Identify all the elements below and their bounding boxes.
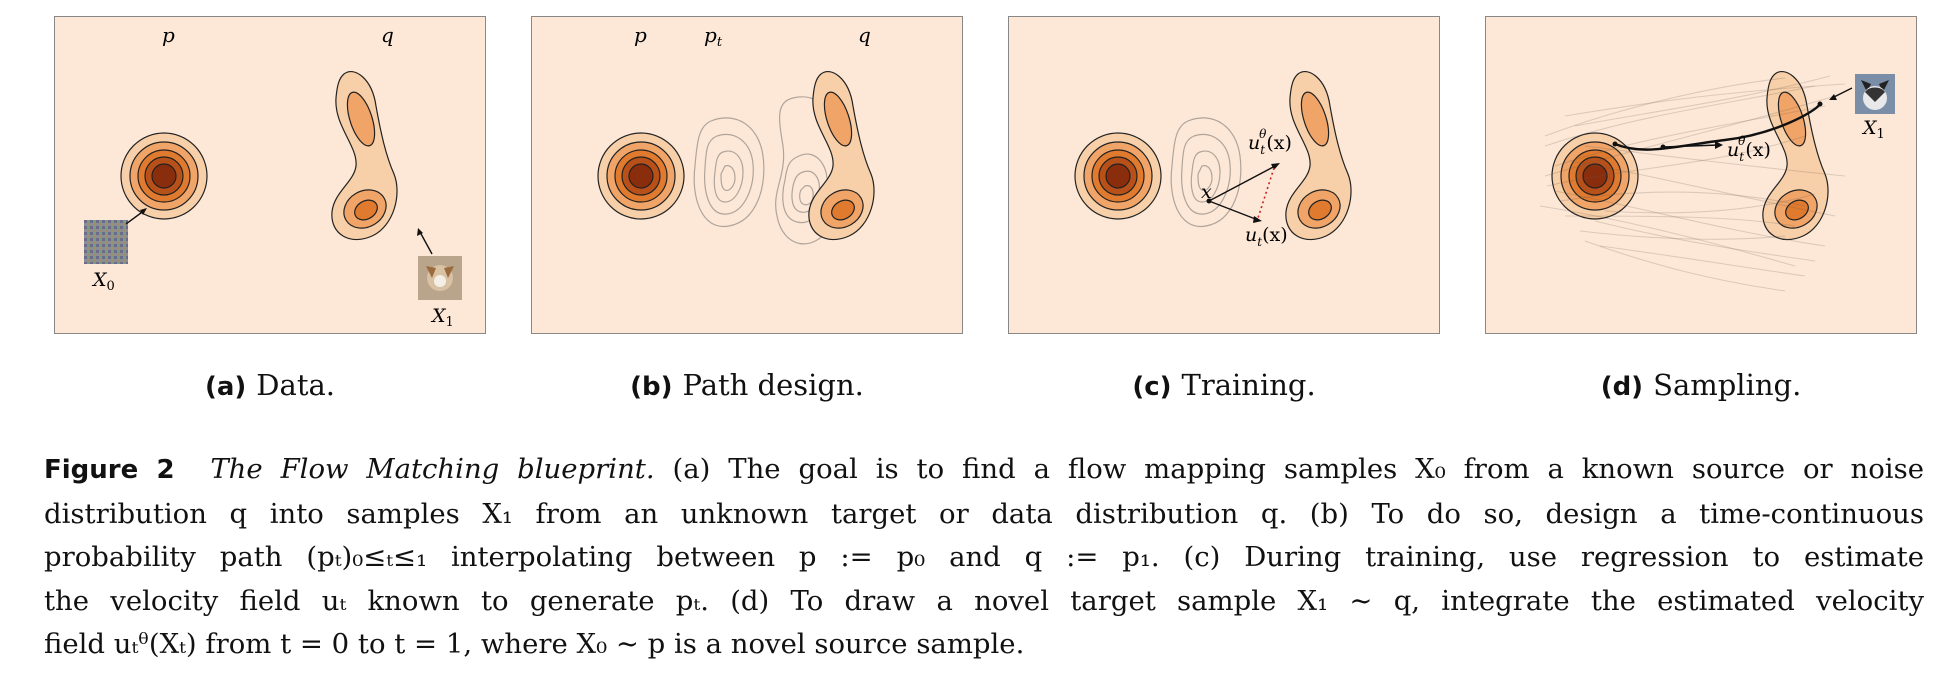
label-x1: X1 [430, 305, 454, 330]
source-density-p [120, 132, 208, 220]
caption-line-1: Figure 2 The Flow Matching blueprint. (a… [44, 448, 1924, 493]
label-q: q [858, 23, 871, 47]
regression-error-line [1257, 167, 1275, 219]
caption-line-5: field uₜᶿ(Xₜ) from t = 0 to t = 1, where… [44, 628, 1025, 660]
arrow-x1-to-q [1831, 87, 1853, 99]
figure-title: The Flow Matching blueprint. [210, 453, 655, 485]
source-density-p [597, 132, 685, 220]
label-x0: X0 [91, 269, 115, 294]
panel-path-design-figure: p pt q [531, 16, 963, 334]
panel-path-design: p pt q [531, 16, 963, 334]
sample-trajectories [1539, 75, 1846, 292]
label-x1: X1 [1861, 117, 1885, 142]
intermediate-path-contours [1170, 117, 1242, 227]
panel-background [531, 16, 963, 334]
figure-caption: Figure 2 The Flow Matching blueprint. (a… [44, 448, 1924, 667]
subcaption-d: (d) Sampling. [1600, 368, 1802, 402]
arrow-u [1208, 200, 1259, 221]
panel-data: p q X0 X1 [54, 16, 486, 334]
label-p: p [634, 23, 647, 47]
panel-data-figure: p q X0 X1 [54, 16, 486, 334]
target-density-q [1762, 71, 1829, 241]
intermediate-path-contours [693, 96, 841, 245]
arrow-u-theta [1208, 164, 1278, 202]
label-p: p [162, 23, 175, 47]
caption-line-1-text: (a) The goal is to find a flow mapping s… [672, 453, 1924, 485]
panel-sampling: utθ(x) X1 [1485, 16, 1917, 334]
arrow-u-theta [1662, 144, 1720, 148]
label-pt: pt [704, 23, 723, 50]
husky-sample-image [1855, 74, 1895, 114]
caption-line-3: probability path (pₜ)₀≤ₜ≤₁ interpolating… [44, 541, 1924, 573]
target-density-q [808, 71, 875, 241]
figure-label: Figure 2 [44, 455, 175, 485]
panel-training: x utθ(x) ut(x) [1008, 16, 1440, 334]
label-u: ut(x) [1245, 224, 1288, 249]
subcaption-b: (b) Path design. [630, 368, 864, 402]
label-u-theta: utθ(x) [1248, 127, 1292, 157]
sampled-trajectory [1614, 103, 1822, 151]
subcaption-c: (c) Training. [1132, 368, 1316, 402]
target-density-q [1285, 71, 1352, 241]
source-density-p [1074, 132, 1162, 220]
panel-sampling-figure: utθ(x) X1 [1485, 16, 1917, 334]
panel-background [1008, 16, 1440, 334]
subcaption-a: (a) Data. [204, 368, 335, 402]
label-u-theta: utθ(x) [1727, 134, 1771, 164]
caption-line-4: the velocity field uₜ known to generate … [44, 584, 1924, 617]
label-x: x [1201, 181, 1212, 203]
noise-sample-image [84, 220, 128, 264]
arrow-x1-to-q [419, 231, 433, 255]
label-q: q [381, 23, 394, 47]
target-density-q [331, 71, 398, 241]
dog-sample-image [418, 256, 462, 300]
source-density-p [1551, 132, 1639, 220]
caption-line-2: distribution q into samples X₁ from an u… [44, 497, 1924, 530]
panel-training-figure: x utθ(x) ut(x) [1008, 16, 1440, 334]
